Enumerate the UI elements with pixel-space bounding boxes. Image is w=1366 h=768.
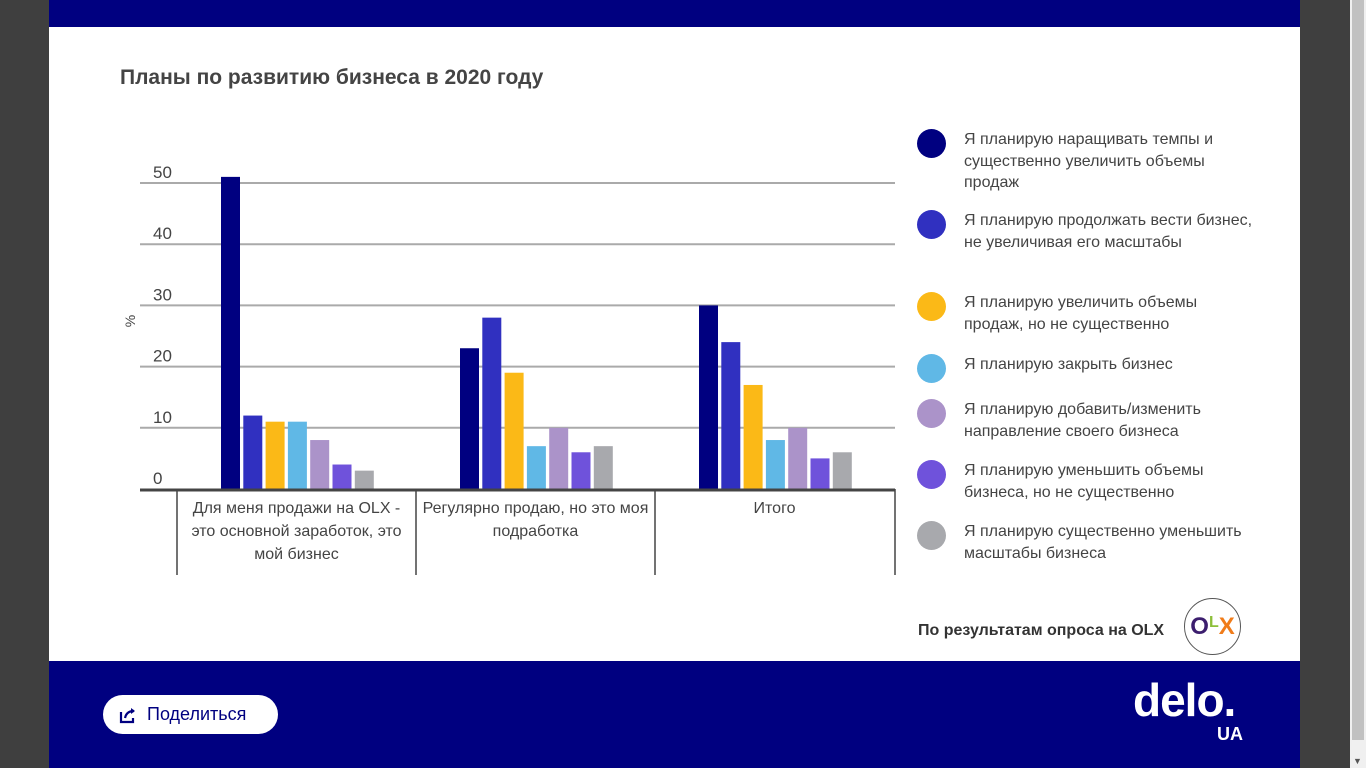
source-note: По результатам опроса на OLX bbox=[918, 622, 1165, 639]
chart-title: Планы по развитию бизнеса в 2020 году bbox=[120, 66, 544, 89]
legend-swatch bbox=[917, 354, 946, 383]
bar bbox=[221, 176, 240, 489]
bar bbox=[810, 458, 830, 489]
bar bbox=[832, 452, 852, 489]
legend-label: Я планирую добавить/изменить направление… bbox=[964, 401, 1201, 440]
bar bbox=[332, 464, 352, 489]
legend-swatch bbox=[917, 460, 946, 489]
x-tick-label: Регулярно продаю, но это моя подработка bbox=[422, 500, 649, 540]
delo-logo-ua: UA bbox=[1217, 724, 1243, 744]
bar bbox=[265, 421, 285, 489]
x-tick-label: Для меня продажи на OLX - это основной з… bbox=[191, 500, 402, 563]
bar bbox=[243, 415, 263, 489]
bar bbox=[765, 440, 785, 489]
bar bbox=[482, 317, 502, 489]
legend-swatch bbox=[917, 210, 946, 239]
y-tick-label: 10 bbox=[153, 408, 172, 427]
footer: Поделиться delo. UA bbox=[49, 661, 1300, 768]
scrollbar-thumb[interactable] bbox=[1352, 0, 1364, 740]
y-tick-label: 50 bbox=[153, 163, 172, 182]
legend-label: Я планирую существенно уменьшить масштаб… bbox=[964, 523, 1242, 562]
bar bbox=[549, 427, 569, 489]
bar bbox=[526, 446, 546, 489]
bar bbox=[743, 384, 763, 489]
content-panel: Планы по развитию бизнеса в 2020 году 0 1… bbox=[49, 0, 1300, 768]
bar bbox=[504, 372, 524, 489]
y-tick-label: 0 bbox=[153, 469, 162, 488]
share-label: Поделиться bbox=[147, 704, 247, 724]
bar bbox=[721, 342, 741, 489]
bar bbox=[460, 348, 479, 489]
top-bar bbox=[49, 0, 1300, 27]
y-axis-label: % bbox=[122, 315, 138, 327]
scroll-down-arrow-icon[interactable]: ▼ bbox=[1353, 756, 1362, 766]
scrollbar[interactable]: ▼ bbox=[1350, 0, 1366, 768]
bar bbox=[287, 421, 307, 489]
bar bbox=[699, 305, 718, 489]
legend-label: Я планирую уменьшить объемы бизнеса, но … bbox=[964, 462, 1204, 501]
legend-label: Я планирую продолжать вести бизнес, не у… bbox=[964, 212, 1253, 251]
legend-swatch bbox=[917, 399, 946, 428]
y-tick-label: 20 bbox=[153, 347, 172, 366]
bar bbox=[593, 446, 613, 489]
y-tick-label: 30 bbox=[153, 285, 172, 304]
legend-swatch bbox=[917, 129, 946, 158]
bar bbox=[354, 470, 374, 489]
bar bbox=[571, 452, 591, 489]
bar-chart: 0 10 20 30 40 50% bbox=[122, 163, 896, 575]
legend-label: Я планирую увеличить объемы продаж, но н… bbox=[964, 294, 1198, 333]
legend-label: Я планирую наращивать темпы и существенн… bbox=[964, 131, 1214, 191]
bar bbox=[788, 427, 808, 489]
y-tick-label: 40 bbox=[153, 224, 172, 243]
legend-label: Я планирую закрыть бизнес bbox=[964, 356, 1173, 373]
share-button[interactable]: Поделиться bbox=[103, 695, 278, 734]
x-tick-label: Итого bbox=[753, 500, 796, 517]
share-icon bbox=[119, 707, 135, 723]
delo-logo[interactable]: delo. bbox=[1133, 674, 1236, 726]
bar bbox=[310, 440, 330, 489]
legend-swatch bbox=[917, 521, 946, 550]
legend-swatch bbox=[917, 292, 946, 321]
